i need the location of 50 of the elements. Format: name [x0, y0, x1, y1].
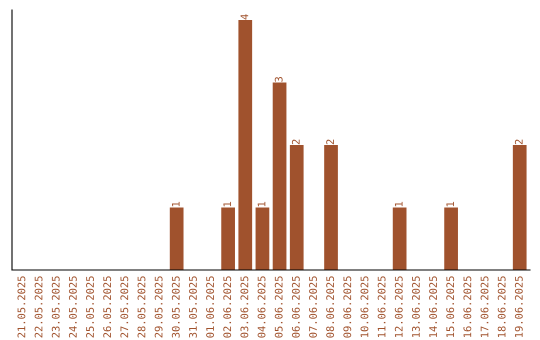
x-tick-label: 13.06.2025	[412, 276, 420, 338]
data-label: 1	[172, 202, 180, 206]
bar	[444, 208, 458, 270]
data-label: 4	[240, 14, 248, 20]
x-tick-label: 03.06.2025	[240, 276, 248, 338]
x-tick-label: 02.06.2025	[223, 276, 232, 338]
data-label: 3	[274, 77, 283, 82]
bar	[170, 208, 184, 270]
data-label: 1	[394, 202, 403, 206]
data-label: 2	[292, 140, 300, 144]
x-tick-label: 19.06.2025	[514, 276, 523, 338]
x-tick-label: 22.05.2025	[34, 276, 42, 338]
bar	[238, 20, 252, 270]
data-label: 1	[446, 202, 454, 206]
data-label: 2	[514, 140, 523, 144]
x-tick-label: 30.05.2025	[172, 276, 180, 338]
data-label: 1	[223, 202, 232, 206]
x-tick-label: 17.06.2025	[480, 276, 488, 338]
x-tick-label: 26.05.2025	[103, 276, 112, 338]
x-tick-label: 29.05.2025	[154, 276, 163, 338]
x-tick-label: 25.05.2025	[86, 276, 94, 338]
x-tick-label: 18.06.2025	[498, 276, 506, 338]
bar	[256, 208, 270, 270]
bar	[392, 208, 407, 270]
bar	[290, 145, 304, 270]
x-tick-label: 21.05.2025	[17, 276, 26, 338]
x-tick-label: 07.06.2025	[309, 276, 317, 338]
x-tick-label: 28.05.2025	[138, 276, 146, 338]
bar	[512, 145, 527, 270]
x-tick-label: 08.06.2025	[326, 276, 334, 338]
x-tick-label: 12.06.2025	[394, 276, 403, 338]
data-label: 1	[258, 202, 266, 206]
x-tick-label: 10.06.2025	[360, 276, 368, 338]
x-tick-label: 14.06.2025	[429, 276, 437, 338]
data-label: 2	[326, 140, 334, 144]
x-tick-label: 16.06.2025	[463, 276, 472, 338]
bar	[324, 145, 338, 270]
x-tick-label: 09.06.2025	[343, 276, 352, 338]
x-tick-label: 27.05.2025	[120, 276, 128, 338]
x-tick-label: 05.06.2025	[274, 276, 283, 338]
x-tick-label: 06.06.2025	[292, 276, 300, 338]
bar	[272, 82, 286, 270]
x-tick-label: 31.05.2025	[188, 276, 197, 338]
x-tick-label: 04.06.2025	[258, 276, 266, 338]
x-tick-label: 23.05.2025	[52, 276, 60, 338]
x-tick-label: 15.06.2025	[446, 276, 454, 338]
x-tick-label: 11.06.2025	[378, 276, 386, 338]
bar	[221, 208, 235, 270]
x-tick-label: 24.05.2025	[68, 276, 77, 338]
x-tick-label: 01.06.2025	[206, 276, 214, 338]
